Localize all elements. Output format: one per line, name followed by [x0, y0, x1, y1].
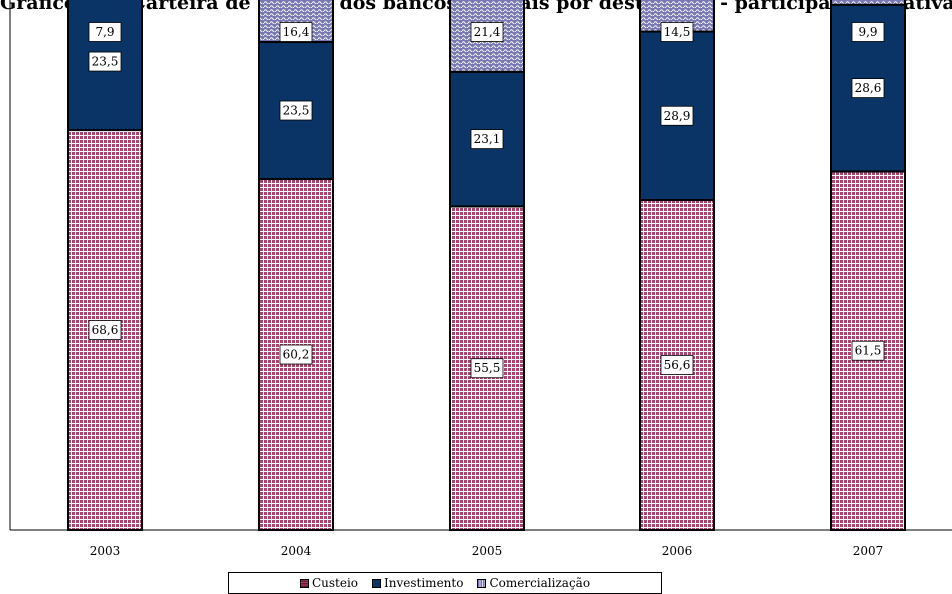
data-label-box	[279, 344, 313, 365]
data-label: 21,4	[474, 25, 501, 39]
x-tick-label: 2003	[90, 544, 121, 558]
data-label-box	[470, 358, 504, 379]
data-label: 61,5	[855, 344, 882, 358]
bar-comercialização-2007	[830, 0, 906, 6]
data-label-box	[88, 22, 122, 42]
x-tick-label: 2004	[281, 544, 312, 558]
data-label-box	[851, 22, 885, 42]
legend-swatch	[372, 578, 382, 588]
legend-label: Investimento	[384, 576, 464, 590]
legend-entry-investimento: Investimento	[372, 576, 463, 590]
x-tick-label: 2007	[853, 544, 884, 558]
data-label-box	[851, 340, 885, 361]
data-label-box	[279, 22, 313, 42]
data-label: 28,6	[855, 81, 882, 95]
data-label-box	[660, 355, 694, 375]
data-label: 23,5	[283, 104, 310, 118]
ticks-layer: 2003 2004 2005 2006 2007	[90, 544, 884, 558]
data-label: 68,6	[92, 323, 119, 337]
data-label: 14,5	[664, 25, 691, 39]
legend-swatch	[299, 578, 309, 588]
legend-entry-comercialização: Comercialização	[477, 576, 590, 590]
data-label: 7,9	[95, 25, 114, 39]
data-label: 28,9	[664, 109, 691, 123]
labels-layer: 68,6 23,5 7,9 60,2 23,5 16,4 55,5 23,1 21,4 56,6 2…	[88, 22, 885, 379]
data-label-box	[470, 129, 504, 149]
data-label-box	[279, 100, 313, 121]
x-tick-label: 2005	[472, 544, 503, 558]
data-label: 55,5	[474, 361, 501, 375]
data-label-box	[470, 22, 504, 42]
data-label-box	[660, 105, 694, 126]
legend-entry-custeio: Custeio	[299, 576, 359, 590]
legend-swatch	[477, 578, 487, 588]
bar-comercialização-2005	[449, 0, 525, 73]
data-label: 9,9	[858, 25, 877, 39]
data-label-box	[660, 22, 694, 42]
data-label-box	[88, 51, 122, 72]
data-label: 23,5	[92, 55, 119, 69]
data-label: 16,4	[283, 25, 310, 39]
stacked-bar-chart: 68,6 23,5 7,9 60,2 23,5 16,4 55,5 23,1 21,4 56,6 2…	[9, 0, 952, 558]
data-label: 56,6	[664, 358, 691, 372]
data-label-box	[88, 320, 122, 340]
data-label: 23,1	[474, 132, 501, 146]
data-label-box	[851, 78, 885, 98]
bars-layer	[67, 0, 906, 532]
x-tick-label: 2006	[662, 544, 693, 558]
legend-label: Custeio	[311, 576, 359, 590]
legend-label: Comercialização	[489, 576, 591, 590]
legend: Custeio Investimento Comercialização	[228, 572, 662, 594]
data-label: 60,2	[283, 348, 310, 362]
